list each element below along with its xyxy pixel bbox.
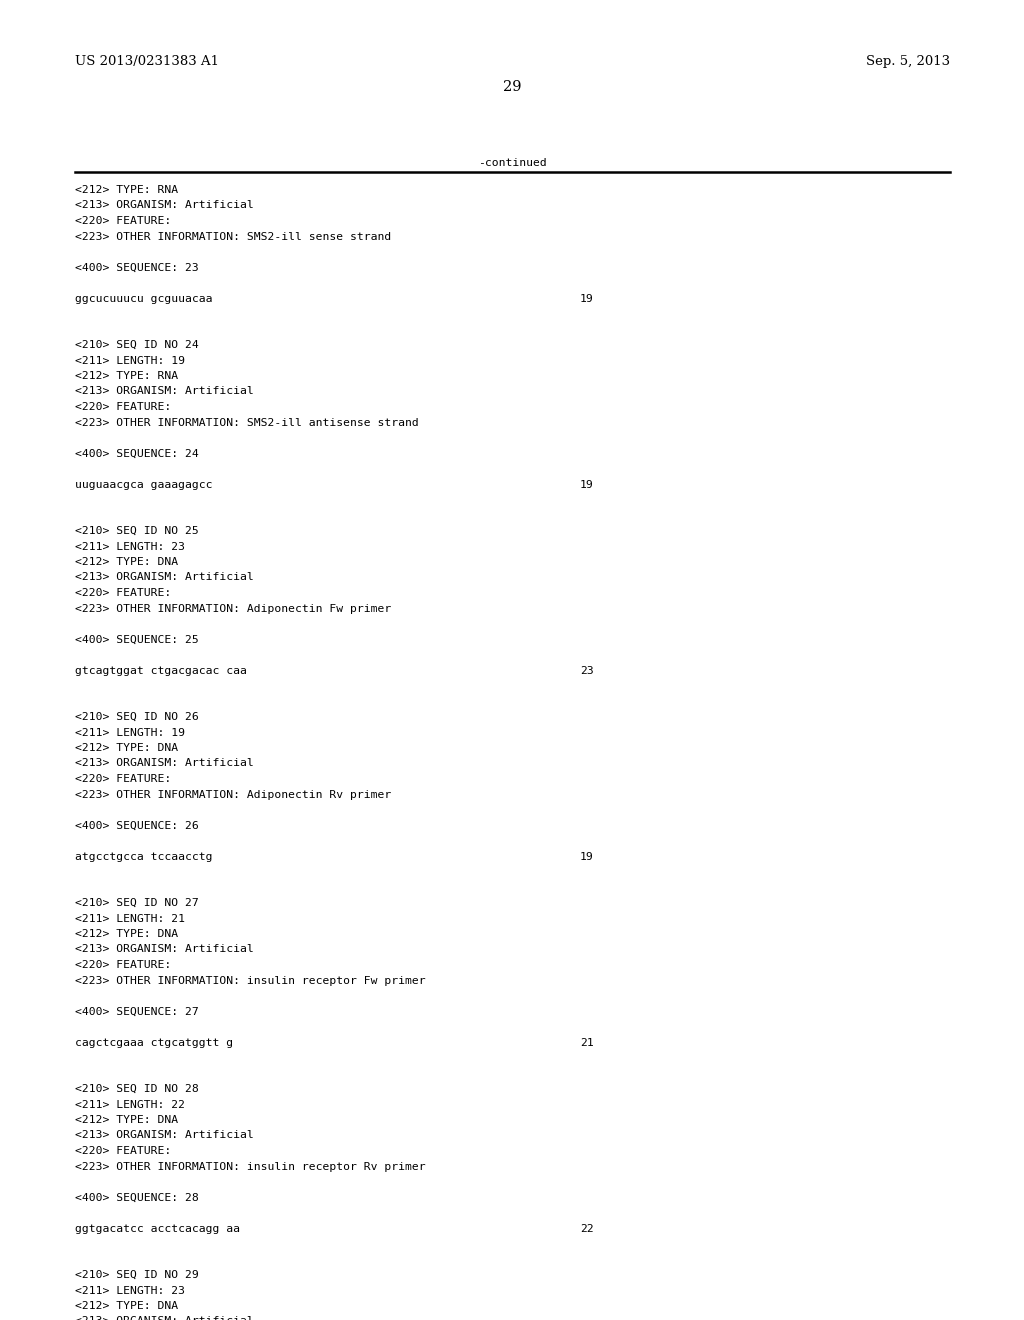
Text: <212> TYPE: DNA: <212> TYPE: DNA (75, 1115, 178, 1125)
Text: <213> ORGANISM: Artificial: <213> ORGANISM: Artificial (75, 1316, 254, 1320)
Text: ggcucuuucu gcguuacaa: ggcucuuucu gcguuacaa (75, 293, 213, 304)
Text: <213> ORGANISM: Artificial: <213> ORGANISM: Artificial (75, 1130, 254, 1140)
Text: 19: 19 (580, 479, 594, 490)
Text: <213> ORGANISM: Artificial: <213> ORGANISM: Artificial (75, 201, 254, 210)
Text: <212> TYPE: DNA: <212> TYPE: DNA (75, 1302, 178, 1311)
Text: <210> SEQ ID NO 26: <210> SEQ ID NO 26 (75, 711, 199, 722)
Text: <211> LENGTH: 21: <211> LENGTH: 21 (75, 913, 185, 924)
Text: -continued: -continued (477, 158, 547, 168)
Text: ggtgacatcc acctcacagg aa: ggtgacatcc acctcacagg aa (75, 1224, 240, 1233)
Text: <223> OTHER INFORMATION: insulin receptor Rv primer: <223> OTHER INFORMATION: insulin recepto… (75, 1162, 426, 1172)
Text: 29: 29 (503, 81, 521, 94)
Text: <220> FEATURE:: <220> FEATURE: (75, 216, 171, 226)
Text: gtcagtggat ctgacgacac caa: gtcagtggat ctgacgacac caa (75, 665, 247, 676)
Text: <213> ORGANISM: Artificial: <213> ORGANISM: Artificial (75, 759, 254, 768)
Text: US 2013/0231383 A1: US 2013/0231383 A1 (75, 55, 219, 69)
Text: <223> OTHER INFORMATION: SMS2-ill sense strand: <223> OTHER INFORMATION: SMS2-ill sense … (75, 231, 391, 242)
Text: <220> FEATURE:: <220> FEATURE: (75, 587, 171, 598)
Text: <212> TYPE: DNA: <212> TYPE: DNA (75, 929, 178, 939)
Text: <212> TYPE: DNA: <212> TYPE: DNA (75, 557, 178, 568)
Text: <210> SEQ ID NO 24: <210> SEQ ID NO 24 (75, 341, 199, 350)
Text: 22: 22 (580, 1224, 594, 1233)
Text: <223> OTHER INFORMATION: Adiponectin Rv primer: <223> OTHER INFORMATION: Adiponectin Rv … (75, 789, 391, 800)
Text: atgcctgcca tccaacctg: atgcctgcca tccaacctg (75, 851, 213, 862)
Text: <223> OTHER INFORMATION: SMS2-ill antisense strand: <223> OTHER INFORMATION: SMS2-ill antise… (75, 417, 419, 428)
Text: <400> SEQUENCE: 27: <400> SEQUENCE: 27 (75, 1006, 199, 1016)
Text: <400> SEQUENCE: 28: <400> SEQUENCE: 28 (75, 1192, 199, 1203)
Text: 23: 23 (580, 665, 594, 676)
Text: <220> FEATURE:: <220> FEATURE: (75, 960, 171, 970)
Text: <220> FEATURE:: <220> FEATURE: (75, 1146, 171, 1156)
Text: <400> SEQUENCE: 25: <400> SEQUENCE: 25 (75, 635, 199, 644)
Text: <210> SEQ ID NO 27: <210> SEQ ID NO 27 (75, 898, 199, 908)
Text: <223> OTHER INFORMATION: insulin receptor Fw primer: <223> OTHER INFORMATION: insulin recepto… (75, 975, 426, 986)
Text: 19: 19 (580, 293, 594, 304)
Text: 19: 19 (580, 851, 594, 862)
Text: <400> SEQUENCE: 24: <400> SEQUENCE: 24 (75, 449, 199, 458)
Text: <400> SEQUENCE: 26: <400> SEQUENCE: 26 (75, 821, 199, 830)
Text: uuguaacgca gaaagagcc: uuguaacgca gaaagagcc (75, 479, 213, 490)
Text: <211> LENGTH: 22: <211> LENGTH: 22 (75, 1100, 185, 1110)
Text: <220> FEATURE:: <220> FEATURE: (75, 774, 171, 784)
Text: <211> LENGTH: 19: <211> LENGTH: 19 (75, 355, 185, 366)
Text: <210> SEQ ID NO 29: <210> SEQ ID NO 29 (75, 1270, 199, 1280)
Text: cagctcgaaa ctgcatggtt g: cagctcgaaa ctgcatggtt g (75, 1038, 233, 1048)
Text: <212> TYPE: RNA: <212> TYPE: RNA (75, 371, 178, 381)
Text: 21: 21 (580, 1038, 594, 1048)
Text: <210> SEQ ID NO 25: <210> SEQ ID NO 25 (75, 525, 199, 536)
Text: <400> SEQUENCE: 23: <400> SEQUENCE: 23 (75, 263, 199, 272)
Text: <213> ORGANISM: Artificial: <213> ORGANISM: Artificial (75, 945, 254, 954)
Text: <213> ORGANISM: Artificial: <213> ORGANISM: Artificial (75, 573, 254, 582)
Text: <212> TYPE: DNA: <212> TYPE: DNA (75, 743, 178, 752)
Text: Sep. 5, 2013: Sep. 5, 2013 (866, 55, 950, 69)
Text: <211> LENGTH: 23: <211> LENGTH: 23 (75, 1286, 185, 1295)
Text: <213> ORGANISM: Artificial: <213> ORGANISM: Artificial (75, 387, 254, 396)
Text: <210> SEQ ID NO 28: <210> SEQ ID NO 28 (75, 1084, 199, 1094)
Text: <223> OTHER INFORMATION: Adiponectin Fw primer: <223> OTHER INFORMATION: Adiponectin Fw … (75, 603, 391, 614)
Text: <211> LENGTH: 19: <211> LENGTH: 19 (75, 727, 185, 738)
Text: <220> FEATURE:: <220> FEATURE: (75, 403, 171, 412)
Text: <212> TYPE: RNA: <212> TYPE: RNA (75, 185, 178, 195)
Text: <211> LENGTH: 23: <211> LENGTH: 23 (75, 541, 185, 552)
